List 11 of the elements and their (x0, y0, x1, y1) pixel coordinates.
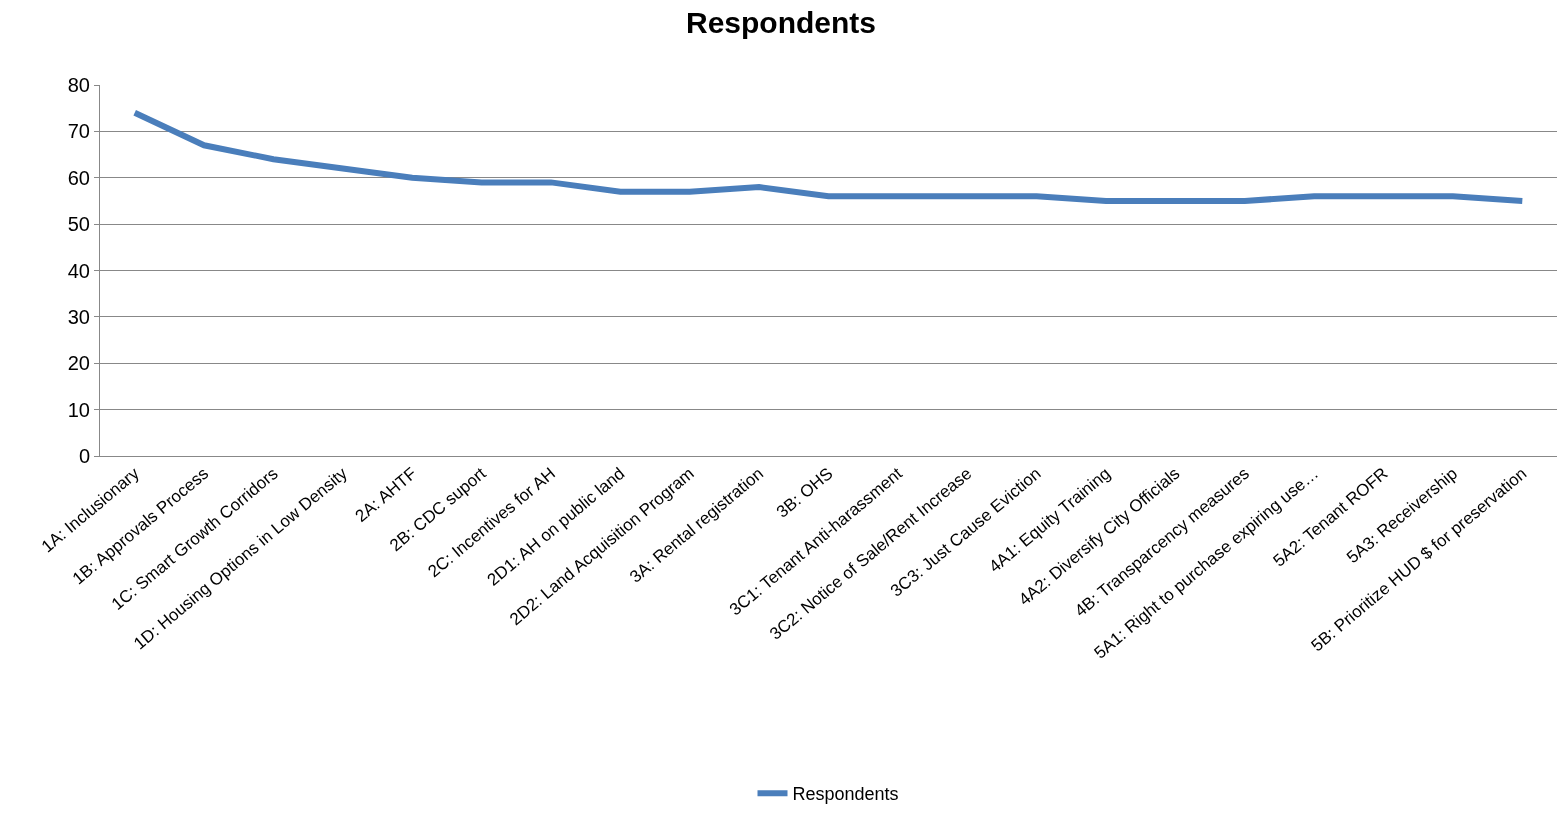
y-tick-label: 40 (67, 259, 90, 282)
y-tick-label: 80 (67, 74, 90, 96)
y-tick-label: 0 (78, 445, 90, 467)
chart-title: Respondents (685, 6, 877, 40)
y-tick-label: 30 (67, 305, 90, 328)
y-tick-label: 50 (67, 213, 90, 236)
y-tick-label: 20 (67, 352, 90, 375)
y-tick-label: 10 (67, 398, 90, 421)
legend-label: Respondents (792, 784, 899, 805)
y-tick-label: 70 (67, 120, 90, 143)
y-tick-label: 60 (67, 166, 90, 189)
